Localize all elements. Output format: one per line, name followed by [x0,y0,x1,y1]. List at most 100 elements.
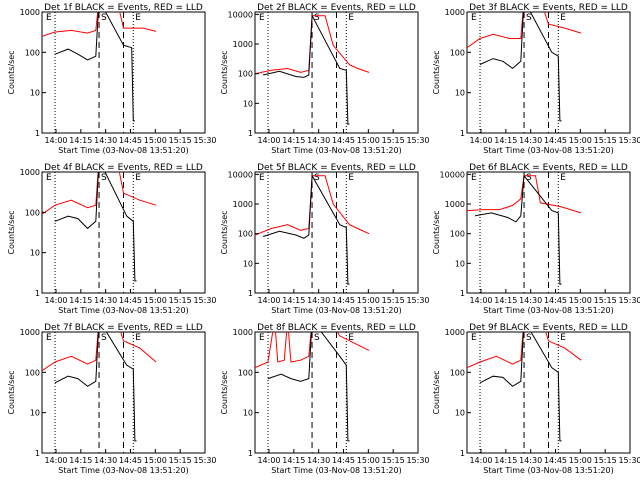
marker-label-e: E [348,333,354,343]
y-tick-label: 1000 [445,328,465,337]
marker-label-s: S [101,173,107,183]
x-tick-label: 14:30 [94,456,117,465]
x-tick-label: 14:00 [44,296,67,305]
x-tick-label: 14:30 [94,296,117,305]
data-series-line [467,12,582,49]
x-tick-label: 15:30 [618,296,640,305]
y-axis-label: Counts/sec [432,370,441,414]
y-tick-label: 100 [450,368,465,377]
x-tick-label: 14:30 [519,136,542,145]
chart-title: Det 2f BLACK = Events, RED = LLD [257,3,416,13]
y-axis-label: Counts/sec [7,370,16,414]
marker-label-e: E [348,173,354,183]
x-tick-label: 15:00 [144,136,167,145]
data-series-line [267,332,350,442]
marker-label-e: E [135,333,141,343]
marker-label-e: E [471,13,477,23]
x-tick-label: 14:15 [494,296,517,305]
x-tick-label: 15:15 [594,456,617,465]
x-tick-label: 14:15 [282,456,305,465]
x-tick-label: 15:00 [357,136,380,145]
y-axis-label: Counts/sec [432,50,441,94]
chart-title: Det 7f BLACK = Events, RED = LLD [44,323,203,333]
x-tick-label: 14:15 [69,136,92,145]
marker-label-s: S [526,13,532,23]
x-tick-label: 15:00 [569,456,592,465]
x-tick-label: 15:30 [193,136,216,145]
marker-label-e: E [135,173,141,183]
x-tick-label: 14:00 [44,136,67,145]
y-tick-label: 1000 [233,200,253,209]
marker-label-s: S [314,173,320,183]
chart-title: Det 5f BLACK = Events, RED = LLD [257,163,416,173]
y-tick-label: 100 [238,230,253,239]
x-tick-label: 15:30 [406,296,429,305]
x-tick-label: 14:00 [257,136,280,145]
marker-label-e: E [259,173,265,183]
x-axis-label: Start Time (03-Nov-08 13:51:20) [483,306,613,315]
marker-label-e: E [560,13,566,23]
y-tick-label: 10000 [228,10,253,19]
y-axis-label: Counts/sec [220,210,229,254]
x-tick-label: 15:15 [382,296,405,305]
x-tick-label: 15:30 [406,136,429,145]
x-tick-label: 14:15 [494,456,517,465]
y-tick-label: 10 [30,409,40,418]
data-series-line [262,13,350,125]
y-tick-label: 1000 [20,328,40,337]
chart-title: Det 9f BLACK = Events, RED = LLD [469,323,628,333]
y-tick-label: 10000 [228,170,253,179]
y-tick-label: 1000 [233,40,253,49]
data-series-line [475,174,562,285]
x-tick-label: 14:15 [69,456,92,465]
y-tick-label: 1 [248,449,253,458]
x-tick-label: 14:00 [257,456,280,465]
x-tick-label: 14:45 [332,296,355,305]
x-tick-label: 14:45 [119,456,142,465]
data-series-line [42,12,157,37]
y-tick-label: 10 [455,89,465,98]
data-series-line [467,175,582,214]
marker-label-e: E [259,333,265,343]
marker-label-s: S [314,13,320,23]
x-tick-label: 14:00 [257,296,280,305]
y-tick-label: 100 [25,208,40,217]
x-tick-label: 14:15 [282,136,305,145]
marker-label-s: S [314,333,320,343]
x-tick-label: 15:30 [193,456,216,465]
x-tick-label: 15:15 [169,136,192,145]
marker-label-e: E [135,13,141,23]
x-tick-label: 15:15 [594,136,617,145]
y-tick-label: 1 [35,129,40,138]
x-tick-label: 15:30 [618,136,640,145]
marker-label-s: S [526,333,532,343]
y-tick-label: 1000 [20,8,40,17]
x-tick-label: 14:15 [282,296,305,305]
x-tick-label: 14:30 [519,456,542,465]
x-tick-label: 15:00 [144,296,167,305]
y-tick-label: 100 [238,70,253,79]
chart-title: Det 8f BLACK = Events, RED = LLD [257,323,416,333]
x-tick-label: 14:45 [332,136,355,145]
x-tick-label: 14:00 [469,296,492,305]
x-tick-label: 15:30 [193,296,216,305]
data-series-line [42,332,157,372]
x-tick-label: 14:00 [469,136,492,145]
marker-label-e: E [471,173,477,183]
y-axis-label: Counts/sec [220,370,229,414]
y-tick-label: 1 [460,449,465,458]
marker-label-e: E [46,173,52,183]
x-tick-label: 14:30 [307,456,330,465]
x-axis-label: Start Time (03-Nov-08 13:51:20) [271,466,401,475]
y-tick-label: 10 [243,409,253,418]
y-tick-label: 1000 [20,168,40,177]
chart-title: Det 6f BLACK = Events, RED = LLD [469,163,628,173]
x-tick-label: 15:00 [144,456,167,465]
marker-label-e: E [46,333,52,343]
x-tick-label: 15:00 [357,456,380,465]
